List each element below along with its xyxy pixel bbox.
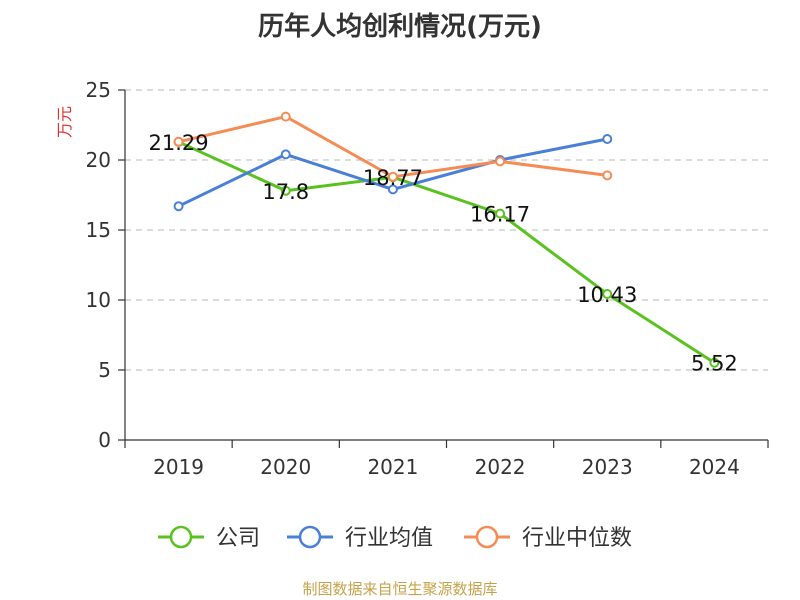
y-tick-label: 5 bbox=[98, 358, 111, 382]
source-note: 制图数据来自恒生聚源数据库 bbox=[302, 580, 498, 598]
data-point bbox=[280, 185, 291, 196]
data-point bbox=[495, 208, 506, 219]
series-line-0 bbox=[177, 140, 716, 364]
y-axis-label: 万元 bbox=[55, 106, 74, 138]
legend-marker bbox=[475, 525, 499, 549]
y-tick-label: 0 bbox=[98, 428, 111, 452]
data-point bbox=[173, 136, 184, 147]
data-point bbox=[709, 357, 720, 368]
data-point bbox=[495, 156, 506, 167]
data-label: 18.77 bbox=[363, 166, 423, 190]
data-point bbox=[602, 288, 613, 299]
data-point bbox=[602, 134, 613, 144]
data-label: 17.8 bbox=[262, 180, 309, 204]
x-tick-label: 2019 bbox=[153, 455, 204, 479]
data-point bbox=[280, 149, 291, 160]
data-label: 10.43 bbox=[577, 283, 637, 307]
legend-label: 公司 bbox=[216, 526, 260, 551]
legend-label: 行业均值 bbox=[345, 526, 433, 551]
chart-title: 历年人均创利情况(万元) bbox=[258, 12, 542, 42]
grid-lines bbox=[125, 89, 768, 371]
legend-item[interactable]: 公司 bbox=[158, 525, 260, 551]
legend: 公司 行业均值 行业中位数 bbox=[158, 525, 632, 551]
legend-marker bbox=[298, 525, 322, 549]
data-label: 16.17 bbox=[470, 203, 530, 227]
legend-marker bbox=[169, 525, 193, 549]
y-tick-label: 20 bbox=[86, 148, 111, 172]
data-labels: 21.29 17.8 18.77 16.17 10.43 5.52 bbox=[149, 131, 738, 376]
legend-item[interactable]: 行业均值 bbox=[287, 525, 433, 551]
tick-labels: 0 5 10 15 20 25 2019 2020 2021 2022 2023 2024 bbox=[86, 78, 740, 479]
series-points bbox=[173, 111, 720, 368]
y-tick-label: 10 bbox=[86, 288, 111, 312]
data-point bbox=[173, 201, 184, 212]
x-tick-label: 2024 bbox=[689, 455, 740, 479]
y-tick-label: 25 bbox=[86, 78, 111, 102]
data-point bbox=[280, 111, 291, 122]
y-tick-label: 15 bbox=[86, 218, 111, 242]
x-tick-label: 2021 bbox=[367, 455, 418, 479]
data-label: 21.29 bbox=[149, 131, 209, 155]
x-tick-label: 2020 bbox=[260, 455, 311, 479]
axes bbox=[118, 89, 769, 448]
data-point bbox=[387, 184, 398, 195]
data-label: 5.52 bbox=[691, 352, 738, 376]
x-tick-label: 2023 bbox=[582, 455, 633, 479]
data-point bbox=[602, 170, 613, 181]
data-point bbox=[387, 171, 398, 182]
legend-label: 行业中位数 bbox=[522, 526, 632, 551]
series-lines bbox=[177, 115, 716, 364]
legend-item[interactable]: 行业中位数 bbox=[464, 525, 632, 551]
x-tick-label: 2022 bbox=[475, 455, 526, 479]
